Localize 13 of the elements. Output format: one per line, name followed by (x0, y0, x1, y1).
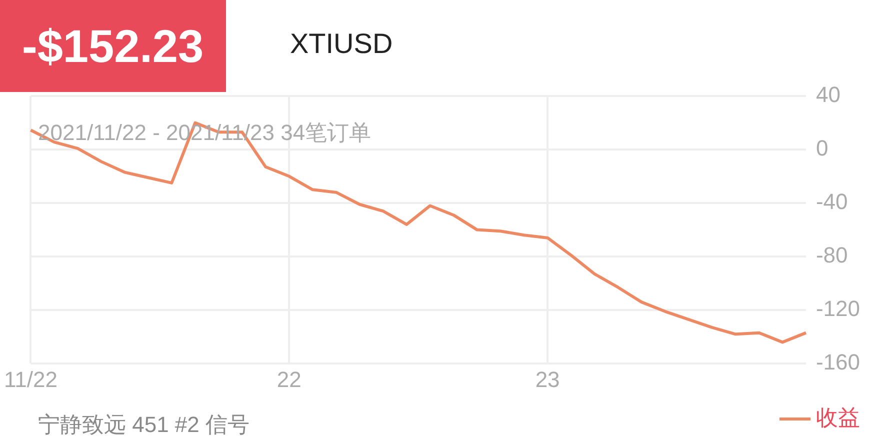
y-tick-label: -40 (816, 189, 848, 214)
text: 宁静致远 451 #2 信号 (38, 411, 250, 439)
chart-title: -$152.23 (0, 0, 226, 92)
y-tick-label: -160 (816, 350, 860, 375)
y-tick-label: 0 (816, 136, 828, 161)
x-tick-label: 22 (276, 366, 302, 392)
x-tick-label: 23 (535, 366, 560, 392)
y-tick-label: -80 (816, 242, 848, 268)
y-tick-label: -120 (816, 296, 860, 322)
legend-label: 收益 (816, 405, 860, 430)
chart-subtitle: XTIUSD (290, 28, 393, 60)
x-tick-label: 11/22 (4, 366, 58, 392)
y-tick-label: 40 (816, 82, 840, 108)
